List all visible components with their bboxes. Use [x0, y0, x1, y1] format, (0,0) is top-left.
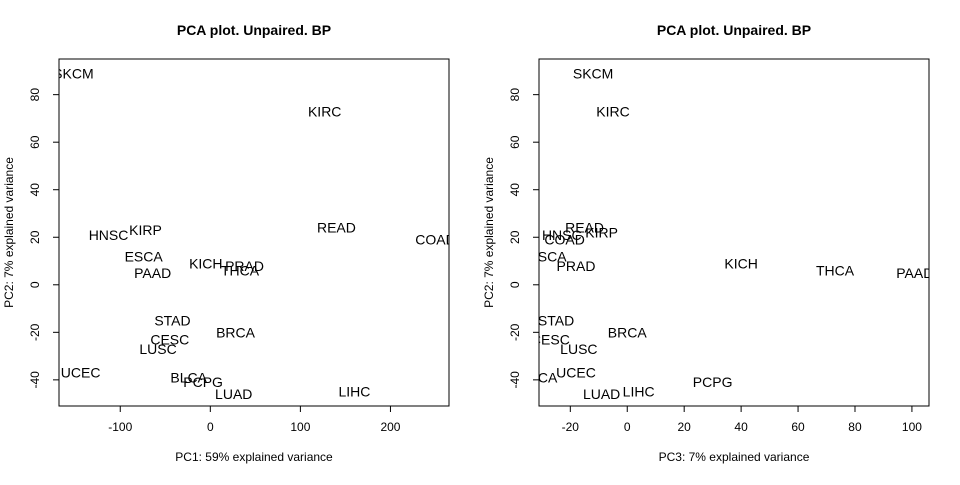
y-tick-label: 0 — [508, 281, 522, 288]
y-tick-label: 40 — [508, 183, 522, 197]
y-tick-label: 80 — [28, 88, 42, 102]
x-tick-label: -100 — [108, 420, 132, 434]
x-tick-label: 100 — [290, 420, 310, 434]
point-label-blca: BLCA — [170, 369, 207, 385]
chart-1: PCA plot. Unpaired. BP -100 0 100 200 -40 -20 0… — [2, 22, 455, 464]
point-label-skcm: SKCM — [573, 65, 613, 81]
point-label-luad: LUAD — [583, 386, 620, 402]
x-tick-label: 100 — [902, 420, 922, 434]
point-label-luad: LUAD — [215, 386, 252, 402]
point-label-cesc: CESC — [150, 331, 189, 347]
y-tick-label: -40 — [28, 371, 42, 389]
point-label-lihc: LIHC — [623, 384, 655, 400]
point-label-read: READ — [317, 220, 356, 236]
x-tick-label: 60 — [791, 420, 805, 434]
point-label-paad: PAAD — [896, 265, 933, 281]
point-label-coad: COAD — [415, 232, 455, 248]
y-tick-label: 40 — [28, 183, 42, 197]
point-label-blca: BLCA — [521, 369, 558, 385]
point-label-kich: KICH — [724, 255, 757, 271]
point-label-lusc: LUSC — [139, 341, 176, 357]
point-label-thca: THCA — [816, 263, 855, 279]
point-label-kich: KICH — [189, 255, 222, 271]
chart-title: PCA plot. Unpaired. BP — [177, 22, 331, 38]
y-axis-label: PC2: 7% explained variance — [482, 157, 496, 308]
x-tick-label: 40 — [734, 420, 748, 434]
x-tick-label: 20 — [678, 420, 692, 434]
point-label-hnsc: HNSC — [89, 227, 129, 243]
point-label-brca: BRCA — [608, 324, 648, 340]
point-label-ucec: UCEC — [61, 365, 101, 381]
x-tick-label: 0 — [624, 420, 631, 434]
point-label-hnsc: HNSC — [542, 227, 582, 243]
point-label-kirp: KIRP — [129, 222, 162, 238]
point-label-lihc: LIHC — [338, 384, 370, 400]
y-axis-label: PC2: 7% explained variance — [2, 157, 16, 308]
point-label-stad: STAD — [538, 312, 574, 328]
point-label-prad: PRAD — [225, 258, 264, 274]
y-tick-label: 20 — [28, 230, 42, 244]
point-label-esca: ESCA — [125, 248, 164, 264]
x-tick-label: 0 — [207, 420, 214, 434]
y-tick-label: -20 — [28, 323, 42, 341]
y-tick-label: 0 — [28, 281, 42, 288]
y-tick-label: -20 — [508, 323, 522, 341]
point-label-stad: STAD — [154, 312, 190, 328]
y-tick-label: 20 — [508, 230, 522, 244]
point-label-kirp: KIRP — [585, 225, 618, 241]
point-label-thca: THCA — [221, 263, 260, 279]
point-label-read: READ — [565, 220, 604, 236]
x-axis-label: PC1: 59% explained variance — [175, 450, 333, 464]
point-label-pcpg: PCPG — [693, 374, 733, 390]
chart-title: PCA plot. Unpaired. BP — [657, 22, 811, 38]
x-tick-label: 80 — [848, 420, 862, 434]
point-label-coad: COAD — [544, 232, 584, 248]
point-label-paad: PAAD — [134, 265, 171, 281]
y-tick-label: 60 — [28, 135, 42, 149]
y-tick-label: 60 — [508, 135, 522, 149]
y-tick-label: -40 — [508, 371, 522, 389]
x-axis-label: PC3: 7% explained variance — [659, 450, 810, 464]
point-label-kirc: KIRC — [308, 103, 341, 119]
point-label-brca: BRCA — [216, 324, 256, 340]
x-tick-label: -20 — [562, 420, 580, 434]
point-label-kirc: KIRC — [596, 103, 629, 119]
point-label-prad: PRAD — [557, 258, 596, 274]
x-tick-label: 200 — [380, 420, 400, 434]
point-label-esca: ESCA — [528, 248, 567, 264]
point-label-ucec: UCEC — [556, 365, 596, 381]
point-label-cesc: CESC — [531, 331, 570, 347]
point-label-skcm: SKCM — [53, 65, 93, 81]
chart-2: PCA plot. Unpaired. BP -20 0 20 40 60 80 100 -40… — [482, 22, 933, 464]
point-label-lusc: LUSC — [560, 341, 597, 357]
point-label-pcpg: PCPG — [183, 374, 223, 390]
y-tick-label: 80 — [508, 88, 522, 102]
